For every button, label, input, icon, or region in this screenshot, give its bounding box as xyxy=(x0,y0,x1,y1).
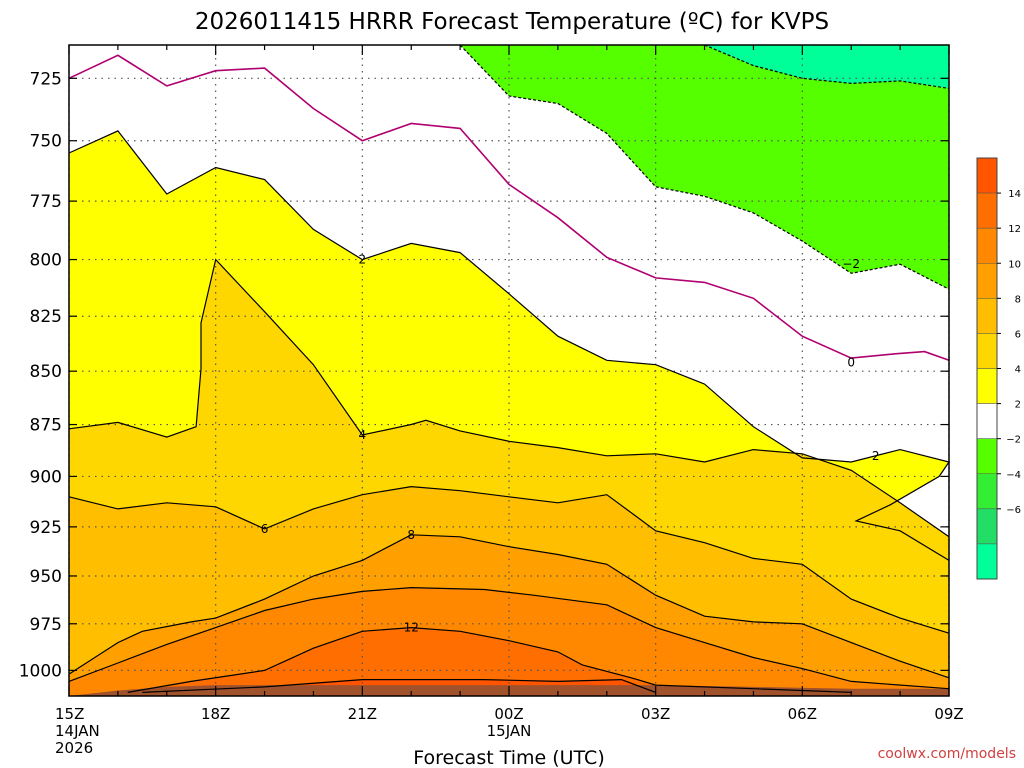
contour-label-0: 2 xyxy=(359,253,367,267)
colorbar-label-9: −6 xyxy=(1006,505,1021,516)
band-fill-cold--2 xyxy=(460,45,949,290)
y-tick-label-825: 825 xyxy=(30,307,62,327)
y-tick-label-850: 850 xyxy=(30,362,62,382)
x-tick-label-6-0: 21Z xyxy=(348,705,377,723)
colorbar-bin--4 xyxy=(976,438,998,474)
contour-labels: 2 4 6 8 12 −2 0 2 xyxy=(261,253,880,635)
x-tick-label-0-1: 14JAN xyxy=(55,722,100,740)
contour-label-3: 8 xyxy=(407,528,415,542)
colorbar-label-2: 10 xyxy=(1008,259,1021,270)
colorbar-bin-12 xyxy=(976,192,998,229)
contour-12 xyxy=(127,626,852,693)
y-tick-label-1000: 1000 xyxy=(19,661,62,681)
colorbar-label-8: −4 xyxy=(1006,470,1021,481)
contour-14 xyxy=(142,678,656,693)
contour-4 xyxy=(68,258,950,538)
band-fill-12 xyxy=(127,627,852,696)
contour-2 xyxy=(68,130,950,561)
band-fill-cold--4 xyxy=(704,45,949,89)
contour-label-2: 6 xyxy=(261,522,269,536)
y-tick-label-900: 900 xyxy=(30,467,62,487)
y-tick-label-775: 775 xyxy=(30,192,62,212)
colorbar-label-1: 12 xyxy=(1008,224,1021,235)
contour--2 xyxy=(459,44,950,290)
colorbar-label-3: 8 xyxy=(1015,294,1021,305)
colorbar-bin--2 xyxy=(976,403,998,439)
x-tick-label-15-0: 06Z xyxy=(788,705,817,723)
contour-label-5: −2 xyxy=(842,257,860,271)
contour-10 xyxy=(68,586,950,690)
y-tick-label-975: 975 xyxy=(30,615,62,635)
x-tick-label-0-0: 15Z xyxy=(55,705,84,723)
y-tick-label-950: 950 xyxy=(30,567,62,587)
x-tick-label-12-0: 03Z xyxy=(641,705,670,723)
x-axis-label: Forecast Time (UTC) xyxy=(413,747,604,768)
contour-label-4: 12 xyxy=(404,621,419,635)
y-tick-label-800: 800 xyxy=(30,251,62,271)
x-tick-label-18-0: 09Z xyxy=(934,705,963,723)
y-tick-label-750: 750 xyxy=(30,132,62,152)
colorbar-bin--8 xyxy=(976,508,998,545)
colorbar-bin--6 xyxy=(976,473,998,510)
colorbar: 14 12 10 8 6 4 2 −2 −4 −6 xyxy=(976,157,1021,580)
y-tick-label-725: 725 xyxy=(30,69,62,89)
contour-8 xyxy=(68,534,950,679)
contour-6 xyxy=(68,485,950,634)
colorbar-label-0: 14 xyxy=(1008,189,1021,200)
x-tick-label-0-2: 2026 xyxy=(55,739,93,757)
contour-label-7: 2 xyxy=(872,449,880,463)
y-tick-label-875: 875 xyxy=(30,416,62,436)
colorbar-bin-8 xyxy=(976,263,998,299)
colorbar-label-5: 4 xyxy=(1015,365,1021,376)
colorbar-bin-10 xyxy=(976,227,998,264)
x-tick-label-3-0: 18Z xyxy=(201,705,230,723)
y-tick-label-925: 925 xyxy=(30,518,62,538)
colorbar-bin-6 xyxy=(976,298,998,334)
x-tick-label-9-1: 15JAN xyxy=(487,722,532,740)
chart-title: 2026011415 HRRR Forecast Temperature (ºC… xyxy=(195,9,829,35)
contour-0 xyxy=(68,54,950,362)
x-tick-label-9-0: 00Z xyxy=(494,705,523,723)
credit-text: coolwx.com/models xyxy=(878,746,1016,762)
colorbar-bin--10 xyxy=(976,543,998,580)
colorbar-label-7: −2 xyxy=(1006,435,1021,446)
colorbar-bin-2 xyxy=(976,368,998,404)
colorbar-bin-14 xyxy=(976,157,998,194)
colorbar-label-6: 2 xyxy=(1015,400,1021,411)
contour-label-6: 0 xyxy=(847,355,855,369)
contour-lines xyxy=(68,44,950,693)
y-axis: 725 750 775 800 825 850 875 900 925 950 975 1000 xyxy=(19,69,949,681)
colorbar-bin-4 xyxy=(976,333,998,369)
contour-label-1: 4 xyxy=(359,428,367,442)
colorbar-label-4: 6 xyxy=(1015,329,1021,340)
